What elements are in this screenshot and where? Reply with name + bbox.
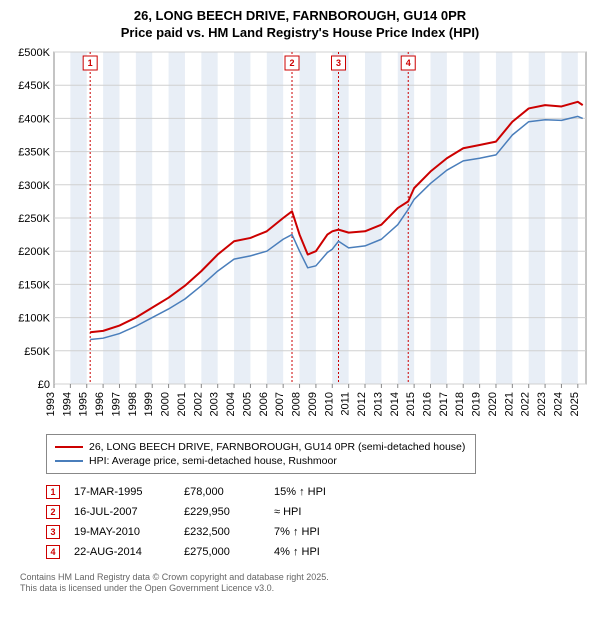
event-num-box: 4 [46, 545, 60, 559]
event-num-cell: 1 [46, 482, 74, 502]
event-row: 1 17-MAR-1995£78,00015% ↑ HPI [46, 482, 340, 502]
legend-label-red: 26, LONG BEECH DRIVE, FARNBOROUGH, GU14 … [89, 441, 465, 453]
xtick-label: 2019 [471, 392, 483, 416]
xtick-label: 2018 [454, 392, 466, 416]
xtick-label: 2016 [421, 392, 433, 416]
xtick-label: 2000 [160, 392, 172, 416]
xtick-label: 2012 [356, 392, 368, 416]
ytick-label: £350K [18, 146, 50, 158]
copyright-line2: This data is licensed under the Open Gov… [20, 583, 274, 593]
xtick-label: 2021 [503, 392, 515, 416]
ytick-label: £450K [18, 80, 50, 92]
event-row: 4 22-AUG-2014£275,0004% ↑ HPI [46, 542, 340, 562]
event-marker-num: 3 [336, 58, 341, 68]
chart-area: £0 £50K £100K £150K £200K £250K £300K £350K £400… [10, 46, 590, 426]
xtick-label: 2003 [209, 392, 221, 416]
xtick-label: 2010 [323, 392, 335, 416]
ytick-label: £400K [18, 113, 50, 125]
ytick-label: £100K [18, 312, 50, 324]
events-table: 1 17-MAR-1995£78,00015% ↑ HPI 2 16-JUL-2007… [46, 482, 340, 562]
event-price: £78,000 [184, 482, 274, 502]
event-num-box: 1 [46, 485, 60, 499]
xtick-label: 2006 [258, 392, 270, 416]
event-num-box: 3 [46, 525, 60, 539]
xtick-label: 1994 [61, 392, 73, 416]
ytick-label: £0 [38, 379, 50, 391]
xtick-label: 2020 [487, 392, 499, 416]
legend-row-blue: HPI: Average price, semi-detached house,… [55, 455, 467, 467]
event-date: 19-MAY-2010 [74, 522, 184, 542]
xtick-label: 1996 [94, 392, 106, 416]
event-marker-num: 4 [406, 58, 411, 68]
ytick-label: £500K [18, 47, 50, 59]
ytick-label: £250K [18, 213, 50, 225]
xtick-label: 2025 [569, 392, 581, 416]
xtick-label: 2015 [405, 392, 417, 416]
event-row: 3 19-MAY-2010£232,5007% ↑ HPI [46, 522, 340, 542]
xtick-label: 2013 [372, 392, 384, 416]
legend-label-blue: HPI: Average price, semi-detached house,… [89, 455, 337, 467]
xtick-label: 2024 [552, 392, 564, 416]
xtick-label: 1998 [127, 392, 139, 416]
event-date: 17-MAR-1995 [74, 482, 184, 502]
xtick-label: 2023 [536, 392, 548, 416]
xtick-label: 2004 [225, 392, 237, 416]
event-date: 22-AUG-2014 [74, 542, 184, 562]
xtick-label: 2001 [176, 392, 188, 416]
ytick-label: £300K [18, 180, 50, 192]
ytick-label: £50K [24, 346, 50, 358]
event-num-box: 2 [46, 505, 60, 519]
title-line1: 26, LONG BEECH DRIVE, FARNBOROUGH, GU14 … [134, 8, 466, 23]
legend: 26, LONG BEECH DRIVE, FARNBOROUGH, GU14 … [46, 434, 476, 474]
event-price: £232,500 [184, 522, 274, 542]
copyright: Contains HM Land Registry data © Crown c… [20, 572, 590, 595]
legend-row-red: 26, LONG BEECH DRIVE, FARNBOROUGH, GU14 … [55, 441, 467, 453]
event-num-cell: 2 [46, 502, 74, 522]
xtick-label: 2007 [274, 392, 286, 416]
xtick-label: 2011 [340, 392, 352, 416]
legend-swatch-blue [55, 460, 83, 462]
xtick-label: 2005 [241, 392, 253, 416]
xtick-label: 2008 [291, 392, 303, 416]
event-date: 16-JUL-2007 [74, 502, 184, 522]
xtick-label: 2022 [520, 392, 532, 416]
chart-title: 26, LONG BEECH DRIVE, FARNBOROUGH, GU14 … [10, 8, 590, 42]
xtick-label: 2017 [438, 392, 450, 416]
xtick-label: 2009 [307, 392, 319, 416]
legend-swatch-red [55, 446, 83, 448]
ytick-label: £200K [18, 246, 50, 258]
event-delta: 15% ↑ HPI [274, 482, 340, 502]
event-price: £275,000 [184, 542, 274, 562]
event-delta: ≈ HPI [274, 502, 340, 522]
event-num-cell: 3 [46, 522, 74, 542]
event-num-cell: 4 [46, 542, 74, 562]
xtick-label: 2002 [192, 392, 204, 416]
xtick-label: 2014 [389, 392, 401, 416]
xtick-label: 1993 [45, 392, 57, 416]
event-row: 2 16-JUL-2007£229,950≈ HPI [46, 502, 340, 522]
chart-svg: £0 £50K £100K £150K £200K £250K £300K £350K £400… [10, 46, 590, 426]
event-marker-num: 2 [290, 58, 295, 68]
event-delta: 7% ↑ HPI [274, 522, 340, 542]
event-delta: 4% ↑ HPI [274, 542, 340, 562]
event-price: £229,950 [184, 502, 274, 522]
xtick-label: 1995 [78, 392, 90, 416]
title-line2: Price paid vs. HM Land Registry's House … [121, 25, 480, 40]
xtick-label: 1997 [110, 392, 122, 416]
xtick-label: 1999 [143, 392, 155, 416]
event-marker-num: 1 [88, 58, 93, 68]
copyright-line1: Contains HM Land Registry data © Crown c… [20, 572, 329, 582]
ytick-label: £150K [18, 279, 50, 291]
